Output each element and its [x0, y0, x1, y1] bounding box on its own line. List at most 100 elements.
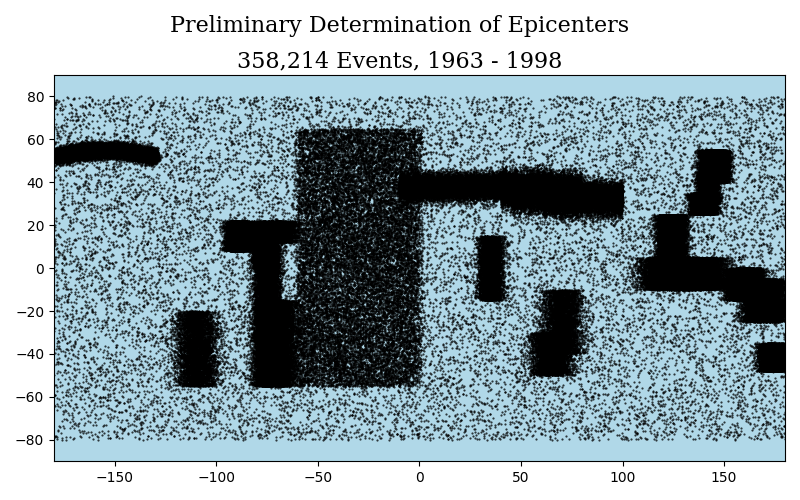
Point [351, 252, 364, 260]
Point [387, 131, 400, 139]
Point [385, 266, 398, 274]
Point [507, 192, 520, 200]
Point [278, 368, 291, 376]
Point [765, 282, 778, 290]
Point [655, 274, 668, 281]
Point [597, 188, 610, 196]
Point [722, 158, 735, 166]
Point [550, 184, 563, 192]
Point [665, 231, 678, 239]
Point [713, 102, 726, 110]
Point [772, 344, 785, 351]
Point [250, 343, 262, 351]
Point [361, 125, 374, 133]
Point [550, 186, 562, 194]
Point [229, 242, 242, 250]
Point [702, 176, 714, 184]
Point [59, 150, 72, 158]
Point [266, 380, 279, 388]
Point [686, 260, 698, 268]
Point [706, 172, 719, 179]
Point [550, 188, 562, 196]
Point [745, 308, 758, 316]
Point [760, 340, 773, 347]
Point [102, 150, 115, 158]
Point [98, 184, 110, 192]
Point [405, 184, 418, 192]
Point [101, 148, 114, 156]
Point [514, 174, 527, 182]
Point [703, 256, 716, 264]
Point [698, 175, 711, 183]
Point [258, 358, 271, 366]
Point [485, 273, 498, 281]
Point [257, 236, 270, 244]
Point [237, 246, 250, 254]
Point [481, 186, 494, 194]
Point [186, 358, 199, 366]
Point [691, 198, 704, 205]
Point [690, 204, 702, 212]
Point [282, 186, 295, 194]
Point [376, 346, 389, 354]
Point [709, 174, 722, 182]
Point [264, 322, 277, 330]
Point [554, 334, 566, 342]
Point [682, 264, 694, 272]
Point [278, 339, 291, 347]
Point [676, 270, 689, 278]
Point [710, 158, 722, 166]
Point [580, 212, 593, 220]
Point [778, 354, 790, 362]
Point [82, 146, 95, 154]
Point [65, 150, 78, 158]
Point [720, 264, 733, 272]
Point [162, 370, 174, 378]
Point [254, 258, 266, 266]
Point [184, 407, 197, 415]
Point [378, 334, 391, 342]
Point [575, 188, 588, 196]
Point [715, 152, 728, 160]
Point [698, 156, 710, 164]
Point [662, 262, 674, 270]
Point [712, 171, 725, 179]
Point [468, 174, 481, 182]
Point [272, 376, 285, 384]
Point [499, 196, 512, 204]
Point [697, 284, 710, 292]
Point [483, 240, 496, 248]
Point [346, 244, 358, 252]
Point [696, 146, 709, 154]
Point [76, 280, 89, 288]
Point [380, 208, 393, 216]
Point [698, 169, 711, 177]
Point [702, 178, 715, 186]
Point [702, 185, 715, 193]
Point [754, 285, 766, 293]
Point [298, 149, 311, 157]
Point [386, 216, 399, 224]
Point [766, 355, 778, 363]
Point [658, 360, 671, 368]
Point [530, 202, 543, 210]
Point [494, 246, 507, 254]
Point [595, 174, 608, 182]
Point [446, 181, 459, 189]
Point [550, 178, 562, 186]
Point [554, 196, 567, 203]
Point [278, 340, 290, 347]
Point [262, 223, 275, 231]
Point [574, 188, 586, 196]
Point [698, 188, 711, 196]
Point [662, 238, 675, 246]
Point [553, 299, 566, 307]
Point [669, 261, 682, 269]
Point [698, 152, 711, 160]
Point [673, 231, 686, 239]
Point [254, 232, 267, 240]
Point [563, 194, 576, 202]
Point [268, 228, 281, 235]
Point [757, 268, 770, 276]
Point [697, 198, 710, 205]
